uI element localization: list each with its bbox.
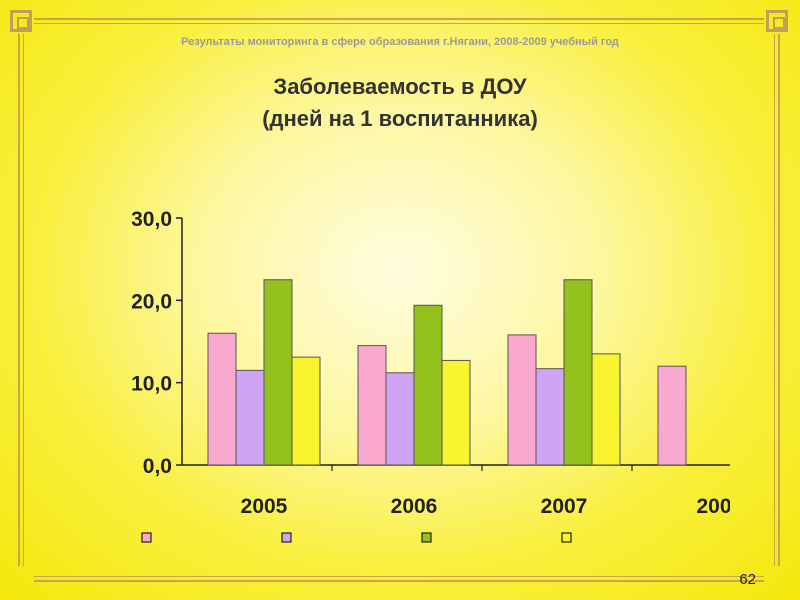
chart-title-line1: Заболеваемость в ДОУ <box>273 74 527 99</box>
bar <box>207 332 237 466</box>
y-tick-label: 20,0 <box>131 290 172 313</box>
bar <box>657 365 687 466</box>
bar <box>413 304 443 466</box>
bar <box>385 372 415 466</box>
x-tick-label: 2006 <box>391 495 438 518</box>
chart-svg: 0,0 10,0 20,0 30,0 2005 2006 2007 200 <box>131 208 730 543</box>
x-tick-label: 2007 <box>541 495 588 518</box>
page-number: 62 <box>739 571 756 588</box>
bar <box>535 368 565 466</box>
slide-header: Результаты мониторинга в сфере образован… <box>181 36 619 48</box>
bar <box>263 279 293 466</box>
bar <box>291 356 321 466</box>
bar <box>235 369 265 466</box>
frame-corner-top-right <box>766 10 788 32</box>
bar <box>591 353 621 466</box>
y-tick-label: 0,0 <box>143 455 172 478</box>
y-tick-label: 30,0 <box>131 208 172 231</box>
legend-swatch <box>561 532 572 543</box>
legend-swatch <box>141 532 152 543</box>
legend-swatch <box>281 532 292 543</box>
legend-swatch <box>421 532 432 543</box>
frame-corner-top-left <box>10 10 32 32</box>
bar <box>441 359 471 466</box>
y-tick-label: 10,0 <box>131 373 172 396</box>
decorative-frame <box>10 10 788 586</box>
bar <box>563 279 593 466</box>
x-tick-label: 200 <box>696 495 730 518</box>
x-tick-label: 2005 <box>241 495 288 518</box>
bar <box>507 334 537 466</box>
bar-chart: 0,0 10,0 20,0 30,0 2005 2006 2007 200 <box>110 200 730 546</box>
bar <box>357 345 387 466</box>
chart-title-line2: (дней на 1 воспитанника) <box>262 106 538 131</box>
